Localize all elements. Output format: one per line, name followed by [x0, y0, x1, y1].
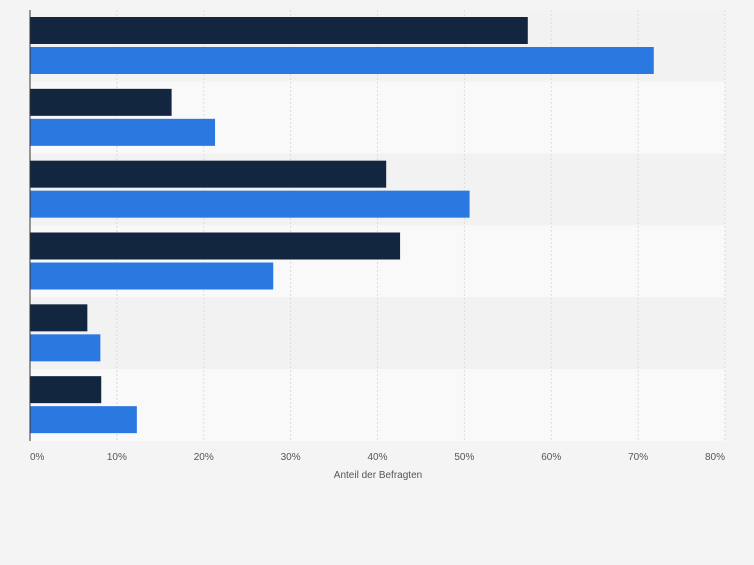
bar-series2-row2 — [30, 118, 216, 146]
tick-label: 60% — [541, 452, 561, 463]
tick-label: 70% — [628, 452, 648, 463]
tick-label: 10% — [107, 452, 127, 463]
bar-series1-row2 — [30, 88, 172, 116]
tick-label: 0% — [30, 452, 45, 463]
tick-label: 20% — [194, 452, 214, 463]
tick-label: 40% — [367, 452, 387, 463]
bar-series2-row5 — [30, 334, 101, 362]
bar-series2-row6 — [30, 406, 137, 434]
bar-series1-row4 — [30, 232, 401, 260]
x-axis-ticks: 0% 10% 20% 30% 40% 50% 60% 70% 80% — [30, 452, 725, 463]
tick-label: 50% — [454, 452, 474, 463]
bar-series2-row3 — [30, 190, 470, 218]
bar-series1-row6 — [30, 376, 102, 404]
bar-series2-row4 — [30, 262, 274, 290]
tick-label: 80% — [705, 452, 725, 463]
bar-series1-row5 — [30, 304, 88, 332]
row-band-6 — [30, 369, 725, 441]
bars — [30, 17, 654, 434]
bar-series1-row3 — [30, 160, 387, 188]
row-band-5 — [30, 297, 725, 370]
bar-series1-row1 — [30, 17, 528, 44]
tick-label: 30% — [281, 452, 301, 463]
x-axis-label: Anteil der Befragten — [334, 470, 422, 481]
bar-series2-row1 — [30, 47, 654, 74]
